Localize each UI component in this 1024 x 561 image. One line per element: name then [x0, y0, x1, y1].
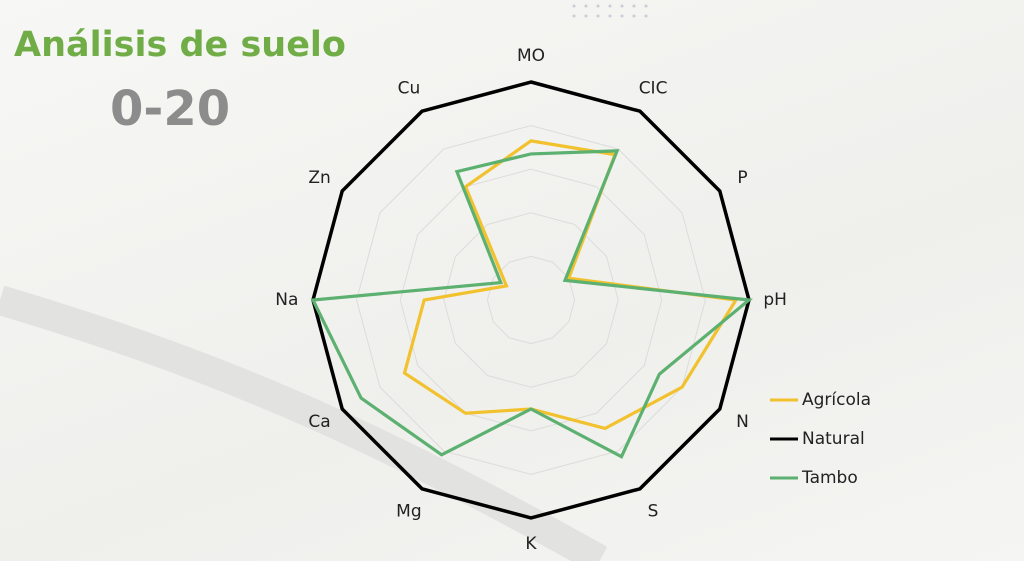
category-label: MO [517, 46, 545, 66]
category-label: K [525, 534, 537, 554]
legend-label: Natural [802, 429, 865, 449]
category-label: Mg [396, 501, 421, 521]
decoration-dots [572, 4, 648, 18]
legend-label: Agrícola [802, 390, 871, 410]
grid-ring [443, 212, 619, 388]
category-label: Cu [398, 79, 421, 99]
category-label: pH [763, 290, 787, 310]
grid-ring [356, 125, 706, 475]
background-swoosh [0, 285, 608, 561]
grid-ring [399, 168, 663, 432]
chart-title: Análisis de suelo [14, 25, 346, 65]
category-label: N [736, 412, 749, 432]
category-label: S [648, 501, 659, 521]
category-label: CIC [639, 79, 668, 99]
series-line [311, 80, 751, 520]
legend-label: Tambo [801, 468, 858, 488]
category-label: Na [275, 290, 298, 310]
category-label: Zn [308, 168, 330, 188]
category-label: Ca [308, 412, 330, 432]
category-label: P [737, 168, 747, 188]
series-line [310, 149, 753, 459]
chart-subtitle: 0-20 [110, 81, 230, 137]
